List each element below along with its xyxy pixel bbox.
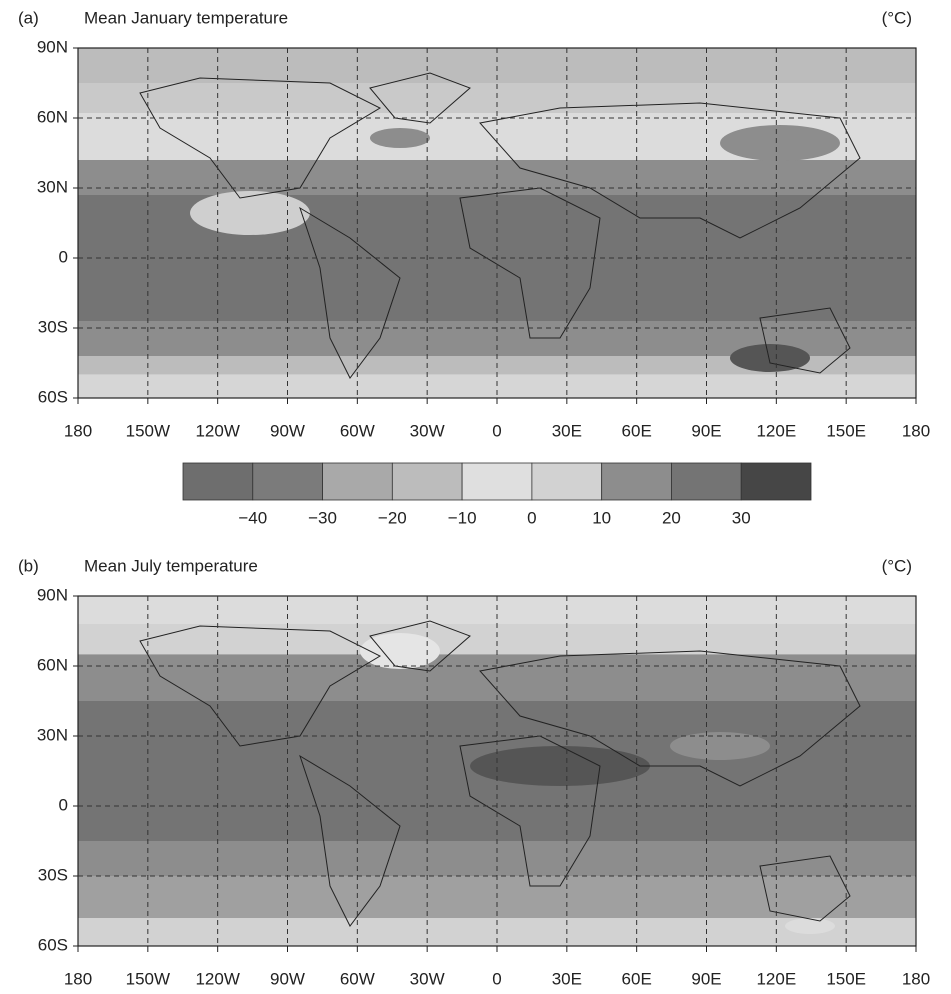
lon-label: 150W xyxy=(126,969,170,988)
temperature-region xyxy=(360,633,440,669)
coastline xyxy=(299,206,401,379)
coastline xyxy=(479,650,861,787)
lat-label: 30N xyxy=(37,177,68,196)
lon-label: 150E xyxy=(826,421,866,440)
panel-title: Mean January temperature xyxy=(84,8,288,27)
panel-label: (a) xyxy=(18,8,39,27)
lon-label: 30W xyxy=(410,421,445,440)
lat-label: 90N xyxy=(37,585,68,604)
lat-label: 90N xyxy=(37,37,68,56)
colorbar-box xyxy=(182,462,254,501)
temperature-region xyxy=(730,344,810,372)
temperature-region xyxy=(785,918,835,934)
panel-title: Mean July temperature xyxy=(84,556,258,575)
lon-label: 180 xyxy=(64,421,92,440)
coastline xyxy=(369,72,471,124)
temperature-region xyxy=(720,125,840,161)
lat-label: 30N xyxy=(37,725,68,744)
coastline xyxy=(759,307,851,374)
coastline xyxy=(299,754,401,927)
coastline xyxy=(139,625,382,747)
temperature-region xyxy=(670,732,770,760)
coastline xyxy=(139,77,382,199)
lon-label: 30E xyxy=(552,969,582,988)
colorbar-label: 10 xyxy=(592,508,611,527)
colorbar-box xyxy=(531,462,603,501)
colorbar-box xyxy=(391,462,463,501)
colorbar-box xyxy=(252,462,323,501)
colorbar-box xyxy=(322,462,393,501)
lon-label: 90W xyxy=(270,421,305,440)
lon-label: 30W xyxy=(410,969,445,988)
lat-label: 0 xyxy=(59,247,68,266)
unit-label: (°C) xyxy=(882,556,912,575)
colorbar-label: −40 xyxy=(238,508,267,527)
colorbar-label: −20 xyxy=(378,508,407,527)
lat-label: 60S xyxy=(38,387,68,406)
lon-label: 30E xyxy=(552,421,582,440)
lon-label: 180 xyxy=(64,969,92,988)
lon-label: 90W xyxy=(270,969,305,988)
lon-label: 120W xyxy=(195,421,239,440)
colorbar-label: 0 xyxy=(527,508,536,527)
colorbar-label: 30 xyxy=(732,508,751,527)
lat-label: 60N xyxy=(37,655,68,674)
lat-label: 60N xyxy=(37,107,68,126)
coastline xyxy=(479,102,861,239)
lon-label: 120E xyxy=(756,421,796,440)
lon-label: 120E xyxy=(756,969,796,988)
colorbar-label: 20 xyxy=(662,508,681,527)
lon-label: 120W xyxy=(195,969,239,988)
colorbar-label: −10 xyxy=(448,508,477,527)
colorbar-label: −30 xyxy=(308,508,337,527)
panel-label: (b) xyxy=(18,556,39,575)
lon-label: 90E xyxy=(691,969,721,988)
lon-label: 60W xyxy=(340,969,375,988)
lon-label: 60E xyxy=(622,969,652,988)
temperature-region xyxy=(190,191,310,235)
unit-label: (°C) xyxy=(882,8,912,27)
colorbar-box xyxy=(740,462,812,501)
temperature-band xyxy=(78,624,916,655)
map-panel: 90N 60N 30N 0 30S 60S 180 150W 120W 90W 60W 30W 0 30E… xyxy=(18,556,930,988)
temperature-region xyxy=(370,128,430,148)
colorbar-box xyxy=(461,462,533,501)
coastline xyxy=(369,620,471,672)
lon-label: 0 xyxy=(492,421,501,440)
temperature-region xyxy=(470,746,650,786)
lon-label: 180 xyxy=(902,969,930,988)
lat-label: 60S xyxy=(38,935,68,954)
lon-label: 0 xyxy=(492,969,501,988)
colorbar-box xyxy=(671,462,742,501)
coastline xyxy=(759,855,851,922)
lat-label: 30S xyxy=(38,317,68,336)
lat-label: 30S xyxy=(38,865,68,884)
lon-label: 150E xyxy=(826,969,866,988)
lon-label: 150W xyxy=(126,421,170,440)
lon-label: 60E xyxy=(622,421,652,440)
lon-label: 180 xyxy=(902,421,930,440)
colorbar-box xyxy=(601,462,672,501)
lat-label: 0 xyxy=(59,795,68,814)
lon-label: 60W xyxy=(340,421,375,440)
map-panel: 90N 60N 30N 0 30S 60S 180 150W 120W 90W 60W 30W 0 30E… xyxy=(18,8,930,440)
lon-label: 90E xyxy=(691,421,721,440)
